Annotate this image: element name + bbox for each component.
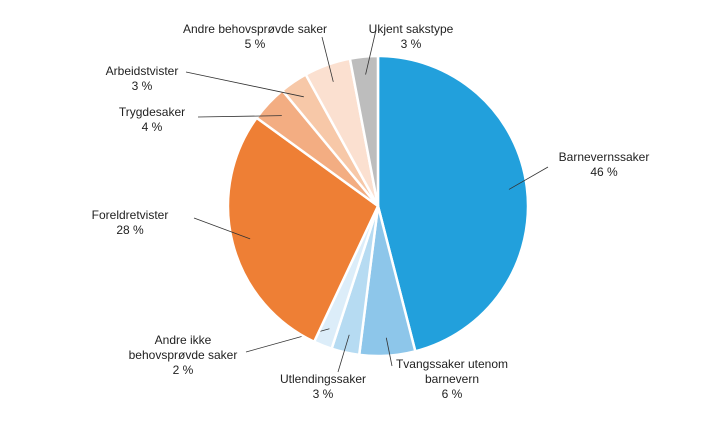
category-label: Andre ikke behovsprøvde saker [128,333,238,362]
value-label: 3 % [312,387,334,401]
slice-label: Arbeidstvister 3 % [106,64,179,94]
pie-slice [348,54,380,207]
value-label: 28 % [116,223,144,237]
category-label: Barnevernssaker [558,150,650,164]
category-label: Tvangssaker utenom barnevern [395,357,509,386]
slice-label: Ukjent sakstype 3 % [369,22,454,52]
pie-slice [376,54,530,353]
pie-slice [226,116,380,344]
leader-line [337,334,350,373]
slice-label: Trygdesaker 4 % [119,105,185,135]
value-label: 4 % [141,120,163,134]
category-label: Utlendingssaker [279,372,367,386]
slice-label: Tvangssaker utenom barnevern 6 % [392,357,512,402]
slice-label: Barnevernssaker 46 % [559,150,650,180]
category-label: Trygdesaker [118,105,186,119]
category-label: Ukjent sakstype [368,22,454,36]
value-label: 46 % [590,165,618,179]
leader-line [508,166,549,190]
leader-line [321,36,334,82]
slice-label: Foreldretvister 28 % [92,208,169,238]
category-label: Foreldretvister [91,208,169,222]
category-label: Andre behovsprøvde saker [182,22,328,36]
leader-line [185,71,304,98]
value-label: 6 % [441,387,463,401]
value-label: 3 % [400,37,422,51]
leader-line [197,115,282,118]
value-label: 5 % [244,37,266,51]
leader-line [193,217,251,240]
category-label: Arbeidstvister [105,64,179,78]
value-label: 2 % [172,363,194,377]
slice-label: Andre ikke behovsprøvde saker 2 % [123,333,243,378]
leader-line [365,29,377,75]
slice-label: Andre behovsprøvde saker 5 % [183,22,327,52]
value-label: 3 % [131,79,153,93]
slice-label: Utlendingssaker 3 % [280,372,366,402]
leader-line [385,337,393,367]
